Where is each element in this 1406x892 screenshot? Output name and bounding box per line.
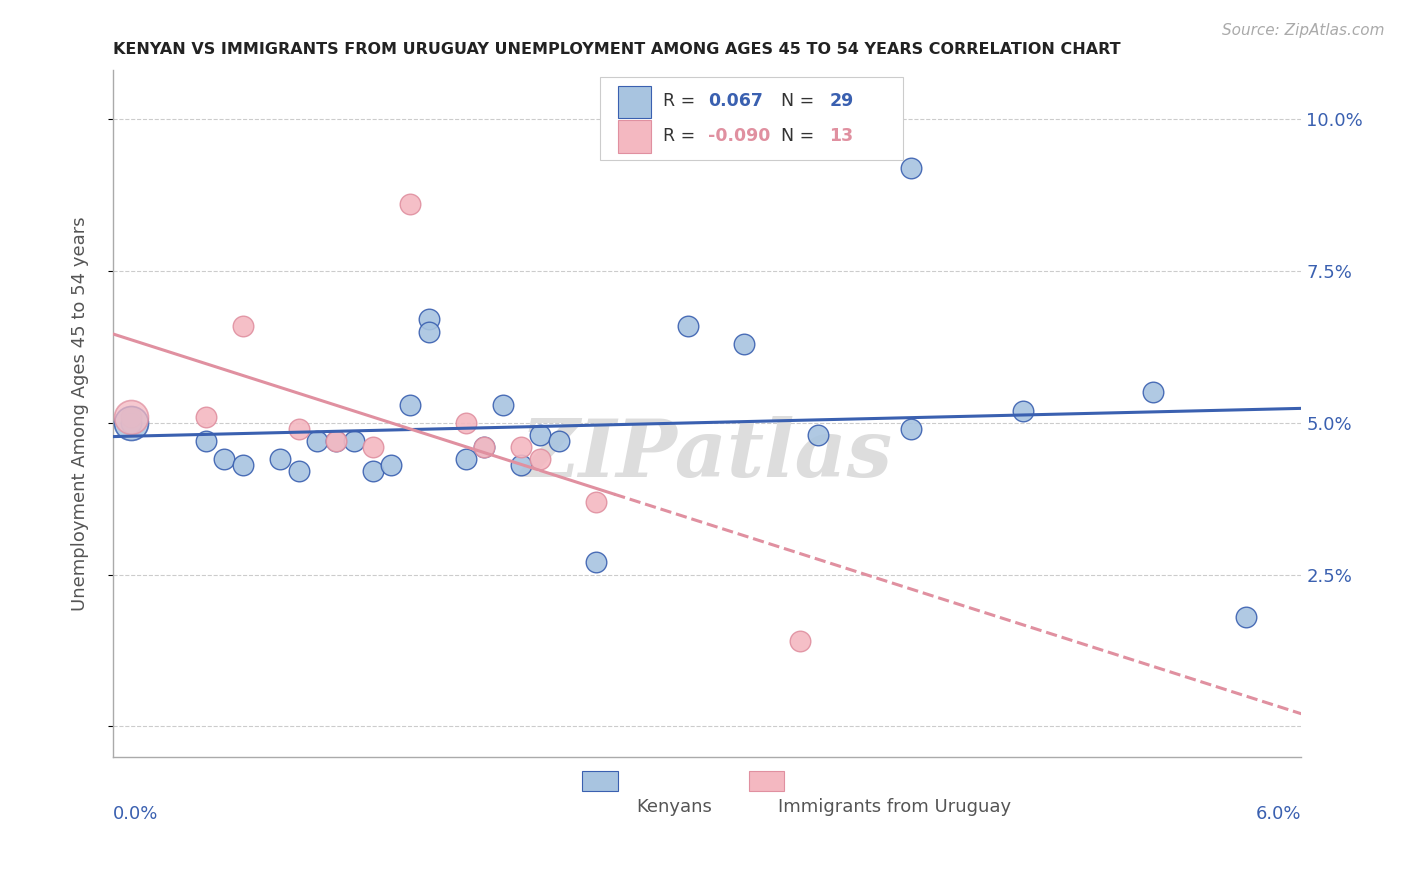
Point (472, 440, 495, 454)
Text: Immigrants from Uruguay: Immigrants from Uruguay (779, 798, 1011, 816)
Point (418, 312, 440, 326)
Point (454, 416, 477, 430)
Point (287, 464, 309, 478)
Text: Source: ZipAtlas.com: Source: ZipAtlas.com (1222, 23, 1385, 38)
Point (399, 398, 422, 412)
Point (789, 634, 811, 648)
Point (214, 452, 236, 467)
Point (807, 428, 830, 442)
FancyBboxPatch shape (582, 771, 617, 791)
Point (120, 409, 142, 424)
Text: R =: R = (664, 92, 700, 111)
Point (1234, 610, 1257, 624)
Text: R =: R = (664, 127, 700, 145)
Point (343, 434, 366, 448)
Point (454, 452, 477, 467)
FancyBboxPatch shape (617, 120, 651, 153)
Point (510, 440, 533, 454)
Point (510, 458, 533, 473)
FancyBboxPatch shape (600, 78, 903, 160)
Point (529, 452, 551, 467)
Point (232, 458, 254, 473)
Point (232, 318, 254, 333)
Text: 6.0%: 6.0% (1256, 805, 1302, 823)
Point (1142, 385, 1164, 400)
Point (418, 325, 440, 339)
Point (361, 440, 384, 454)
Point (900, 161, 922, 175)
Point (399, 197, 422, 211)
Point (120, 409, 142, 424)
Point (900, 422, 922, 436)
Text: Kenyans: Kenyans (636, 798, 711, 816)
Point (380, 458, 402, 473)
Point (678, 318, 700, 333)
FancyBboxPatch shape (617, 86, 651, 119)
Point (492, 398, 515, 412)
Point (307, 434, 329, 448)
Text: N =: N = (770, 127, 820, 145)
Point (287, 422, 309, 436)
Point (547, 434, 569, 448)
FancyBboxPatch shape (748, 771, 785, 791)
Y-axis label: Unemployment Among Ages 45 to 54 years: Unemployment Among Ages 45 to 54 years (72, 217, 89, 611)
Text: 29: 29 (830, 92, 853, 111)
Point (194, 434, 217, 448)
Text: ZIPatlas: ZIPatlas (522, 416, 893, 493)
Point (325, 434, 347, 448)
Point (585, 556, 607, 570)
Text: N =: N = (770, 92, 820, 111)
Point (529, 428, 551, 442)
Point (585, 494, 607, 508)
Point (325, 434, 347, 448)
Point (361, 464, 384, 478)
Text: 0.067: 0.067 (709, 92, 763, 111)
Point (194, 409, 217, 424)
Point (120, 416, 142, 430)
Text: -0.090: -0.090 (709, 127, 770, 145)
Point (120, 416, 142, 430)
Text: 13: 13 (830, 127, 853, 145)
Point (472, 440, 495, 454)
Text: 0.0%: 0.0% (112, 805, 159, 823)
Text: KENYAN VS IMMIGRANTS FROM URUGUAY UNEMPLOYMENT AMONG AGES 45 TO 54 YEARS CORRELA: KENYAN VS IMMIGRANTS FROM URUGUAY UNEMPL… (112, 42, 1121, 57)
Point (1011, 403, 1033, 417)
Point (269, 452, 291, 467)
Point (733, 336, 755, 351)
